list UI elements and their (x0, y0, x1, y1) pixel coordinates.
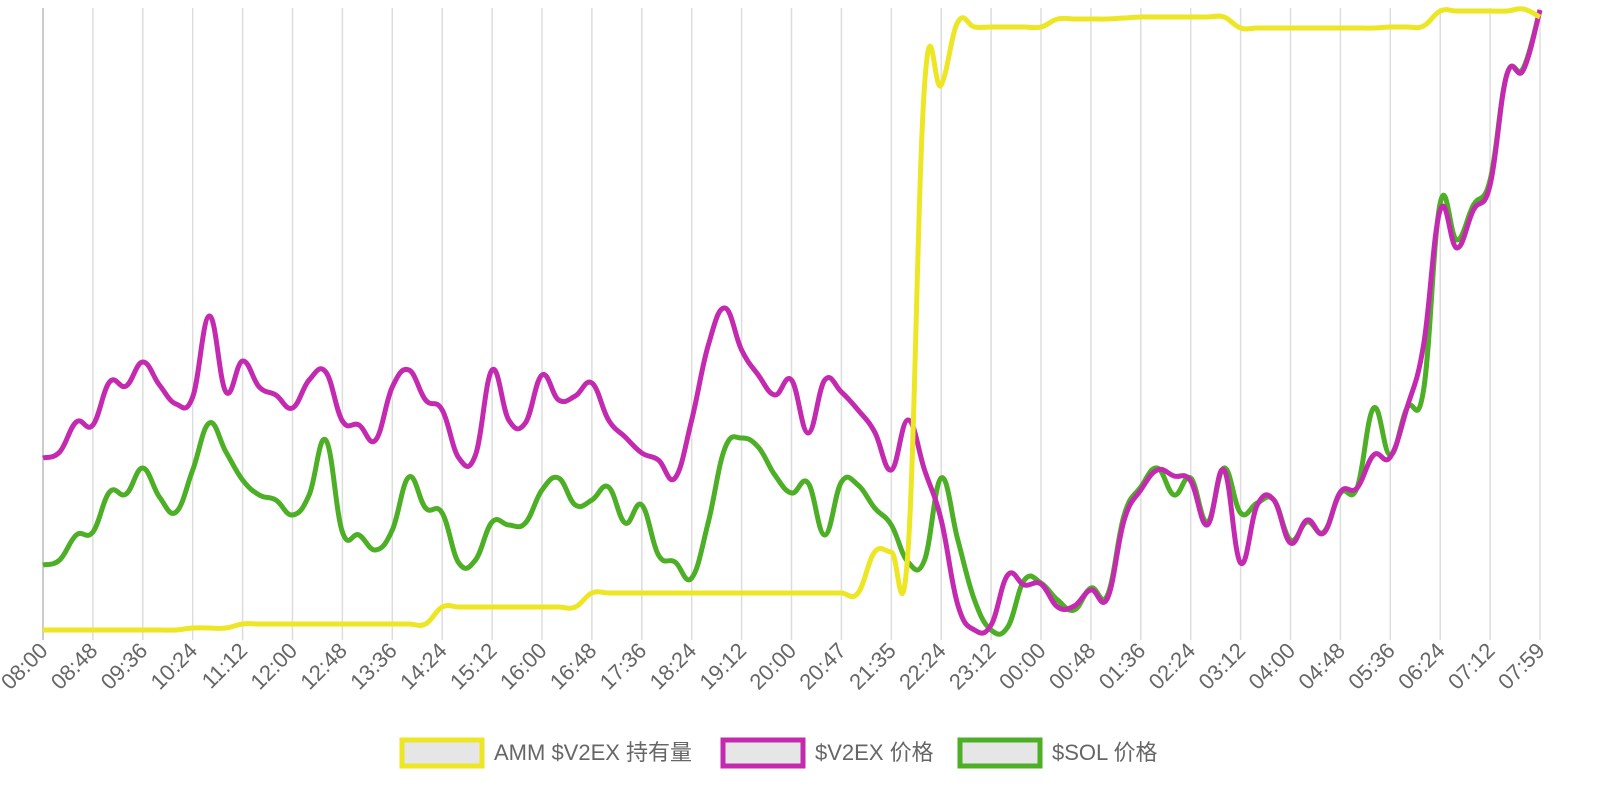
x-tick-label: 20:00 (744, 638, 801, 695)
x-tick-label: 12:00 (245, 638, 302, 695)
x-tick-label: 09:36 (96, 638, 153, 695)
x-tick-label: 07:59 (1493, 638, 1550, 695)
x-tick-label: 02:24 (1144, 638, 1201, 695)
x-tick-label: 04:48 (1293, 638, 1350, 695)
legend-label: AMM $V2EX 持有量 (494, 740, 692, 765)
series-line (42, 9, 1543, 636)
x-tick-label: 23:12 (944, 638, 1001, 695)
legend-item: $V2EX 价格 (720, 737, 934, 769)
x-tick-label: 13:36 (345, 638, 402, 695)
x-tick-label: 21:35 (844, 638, 901, 695)
legend-item: $SOL 价格 (957, 737, 1158, 769)
x-tick-label: 16:00 (495, 638, 552, 695)
legend-swatch (957, 737, 1043, 769)
x-tick-label: 16:48 (545, 638, 602, 695)
x-tick-label: 15:12 (445, 638, 502, 695)
legend-label: $V2EX 价格 (815, 740, 934, 765)
x-tick-label: 08:00 (0, 638, 53, 695)
x-tick-label: 00:00 (994, 638, 1051, 695)
legend-label: $SOL 价格 (1052, 740, 1158, 765)
x-tick-label: 06:24 (1393, 638, 1450, 695)
x-tick-label: 17:36 (595, 638, 652, 695)
x-tick-label: 22:24 (894, 638, 951, 695)
legend-swatch (399, 737, 485, 769)
x-tick-label: 10:24 (146, 638, 203, 695)
legend-swatch (720, 737, 806, 769)
x-tick-label: 05:36 (1343, 638, 1400, 695)
x-tick-label: 18:24 (645, 638, 702, 695)
x-tick-label: 11:12 (197, 638, 252, 693)
legend-item: AMM $V2EX 持有量 (399, 737, 692, 769)
x-tick-label: 07:12 (1443, 638, 1500, 695)
x-tick-label: 12:48 (295, 638, 352, 695)
x-tick-label: 03:12 (1194, 638, 1251, 695)
x-tick-label: 04:00 (1243, 638, 1300, 695)
x-tick-label: 08:48 (46, 638, 103, 695)
x-tick-label: 14:24 (395, 638, 452, 695)
x-tick-label: 01:36 (1094, 638, 1151, 695)
x-tick-label: 19:12 (695, 638, 752, 695)
x-tick-label: 00:48 (1044, 638, 1101, 695)
series-line (43, 6, 1542, 633)
x-tick-label: 20:47 (794, 638, 851, 695)
